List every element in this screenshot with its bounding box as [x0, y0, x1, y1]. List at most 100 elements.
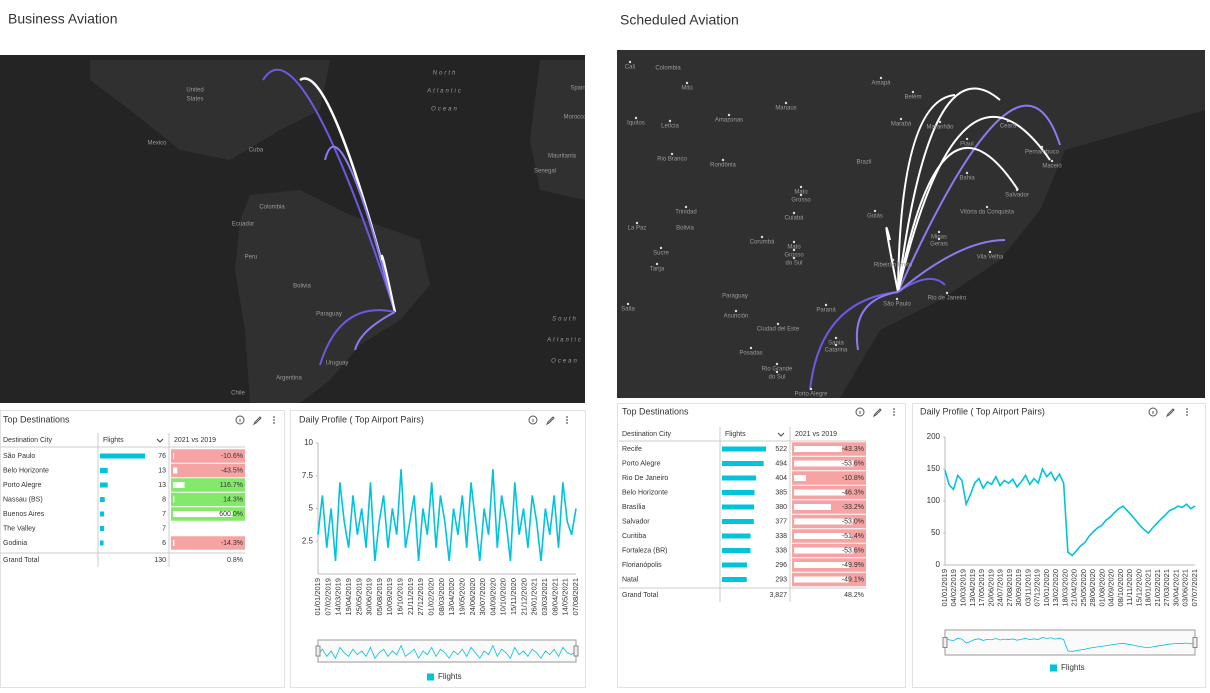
column-header[interactable]: Flights: [725, 431, 746, 438]
map-label: Argentina: [276, 376, 302, 382]
navigator-handle[interactable]: [573, 645, 579, 657]
flights-value: 404: [775, 475, 787, 482]
city-name: Buenos Aires: [3, 511, 45, 518]
chart-title: Daily Profile ( Top Airport Pairs): [920, 406, 1045, 416]
x-tick-label: 03/03/2021: [540, 578, 549, 616]
change-value: -53.6%: [842, 460, 864, 467]
map-label: Amazonas: [715, 118, 743, 124]
city-dot: [809, 387, 813, 391]
map-label: Brazil: [856, 160, 871, 166]
map-label: São Paulo: [883, 302, 911, 308]
x-tick-label: 04/02/2019: [949, 569, 958, 607]
x-tick-label: 19/05/2020: [457, 578, 466, 616]
map-label: Senegal: [534, 169, 556, 175]
total-label: Grand Total: [622, 592, 659, 599]
map-label: Manaus: [775, 106, 796, 112]
map-label: Cali: [625, 65, 635, 71]
city-dot: [1040, 145, 1044, 149]
info-icon[interactable]: [235, 415, 245, 425]
map-label: Porto Alegre: [794, 392, 828, 398]
city-dot: [834, 336, 838, 340]
route: [897, 94, 956, 293]
info-icon[interactable]: [528, 415, 538, 425]
flights-bar: [100, 540, 104, 546]
sort-chevron[interactable]: [156, 438, 164, 443]
city-name: Curitiba: [622, 533, 646, 540]
edit-icon[interactable]: [545, 416, 555, 426]
change-value: 14.3%: [223, 496, 243, 503]
route: [897, 115, 1051, 293]
x-tick-label: 14/03/2019: [334, 578, 343, 616]
x-tick-label: 07/12/2019: [1033, 569, 1042, 607]
map-label: Ceará: [1000, 124, 1017, 130]
flights-value: 7: [162, 525, 166, 532]
info-icon[interactable]: [855, 407, 865, 417]
map-label: Rio de Janeiro: [928, 296, 967, 302]
map-label: Bolivia: [293, 284, 311, 290]
sort-chevron[interactable]: [777, 432, 785, 437]
change-value: -43.3%: [842, 446, 864, 453]
city-dot: [734, 309, 738, 313]
change-value: -14.3%: [221, 540, 243, 547]
map-label: Chile: [231, 391, 245, 397]
y-tick-label: 0: [936, 560, 941, 569]
x-tick-label: 13/04/2019: [968, 569, 977, 607]
map-label: United: [186, 88, 203, 94]
x-tick-label: 24/06/2020: [468, 578, 477, 616]
navigator-handle[interactable]: [315, 645, 321, 657]
city-name: Brasília: [622, 504, 645, 511]
city-dot: [945, 291, 949, 295]
city-dot: [721, 158, 725, 162]
map-label: Mato: [794, 190, 808, 196]
change-bar: [794, 489, 846, 496]
map-label: Peru: [245, 255, 258, 261]
menu-icon-dot: [1186, 408, 1188, 410]
edit-icon[interactable]: [1165, 408, 1175, 418]
city-dot: [635, 221, 639, 225]
change-bar: [173, 511, 233, 517]
x-tick-label: 07/02/2019: [323, 578, 332, 616]
navigator-handle[interactable]: [1192, 637, 1198, 648]
city-dot: [727, 113, 731, 117]
edit-icon[interactable]: [252, 416, 262, 426]
city-name: Porto Alegre: [3, 482, 42, 489]
edit-icon[interactable]: [872, 408, 882, 418]
map-label: Corumbá: [750, 240, 775, 246]
section-title: Scheduled Aviation: [620, 12, 739, 28]
column-header[interactable]: Flights: [103, 437, 124, 444]
x-tick-label: 17/05/2019: [977, 569, 986, 607]
city-dot: [824, 303, 828, 307]
menu-icon-dot: [273, 422, 275, 424]
map-label: Ocean: [431, 107, 459, 113]
map-label: Amapá: [871, 81, 891, 87]
map-label: Ciudad del Este: [757, 327, 800, 333]
x-tick-label: 10/03/2019: [959, 569, 968, 607]
route: [354, 311, 396, 351]
menu-icon-dot: [1186, 411, 1188, 413]
menu-icon-dot: [1186, 414, 1188, 416]
city-dot: [628, 60, 632, 64]
y-tick-label: 200: [927, 432, 941, 441]
map-label: Mexico: [147, 141, 167, 147]
change-bar: [794, 576, 849, 583]
city-name: São Paulo: [3, 453, 35, 460]
legend-label: Flights: [1061, 663, 1085, 672]
flights-value: 293: [775, 576, 787, 583]
menu-icon-dot: [893, 411, 895, 413]
map-label: Grosso: [784, 253, 804, 259]
change-bar: [173, 496, 175, 503]
navigator[interactable]: [317, 639, 577, 663]
info-icon[interactable]: [1148, 407, 1158, 417]
series-line: [317, 469, 577, 561]
city-name: Natal: [622, 576, 639, 583]
menu-icon-dot: [273, 419, 275, 421]
city-dot: [784, 101, 788, 105]
city-dot: [775, 362, 779, 366]
city-dot: [626, 302, 630, 306]
map-label: do Sul: [785, 261, 802, 267]
map-label: Bolivia: [676, 226, 694, 232]
navigator-handle[interactable]: [942, 637, 948, 648]
map-label: Ocean: [551, 359, 579, 365]
change-bar: [794, 504, 831, 510]
